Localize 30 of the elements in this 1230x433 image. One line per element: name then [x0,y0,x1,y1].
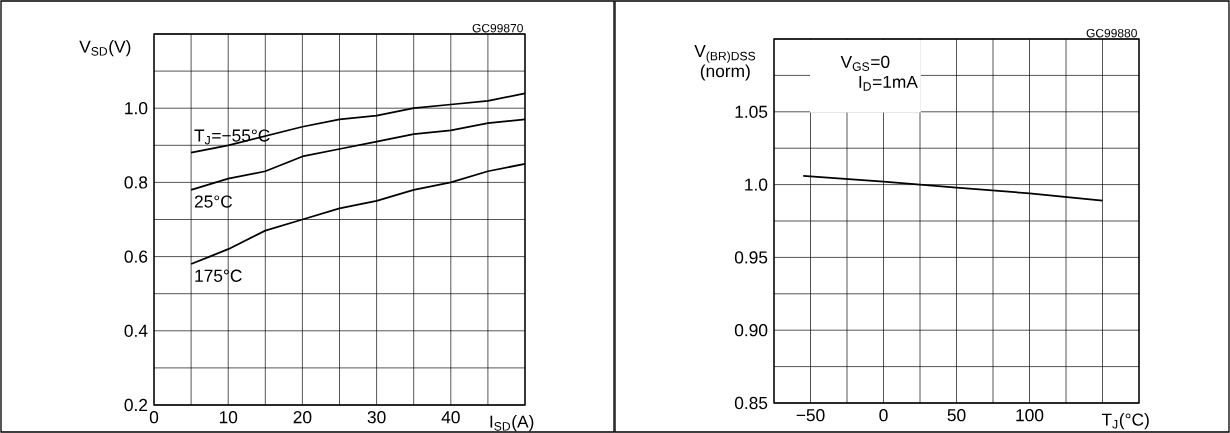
x-tick-label: 0 [149,411,159,424]
y-axis-title: V$_{SD}$(V) [79,40,131,57]
y-tick-label: 0.95 [734,251,768,264]
y-tick-label: 0.4 [124,324,148,337]
annotation: I$_{D}$=1mA [859,75,918,91]
text: GC99880 [1086,28,1137,38]
x-axis-title: I$_{SD}$(A) [490,415,534,432]
x-tick-label: 50 [947,409,966,422]
series-label: T$_{J}$=−55°C [194,129,270,145]
x-tick-label: 40 [441,411,460,424]
text: GC99870 [472,23,523,33]
y-tick-label: 1.05 [735,105,768,118]
series-label: 25°C [194,195,233,208]
x-axis-title: T$_{J}$(°C) [1101,413,1149,430]
y-tick-label: 0.2 [124,398,148,412]
x-tick-label: 30 [367,411,386,424]
x-tick-label: 20 [293,411,312,424]
y-tick-label: 1.0 [745,178,768,191]
y-tick-label: 0.90 [734,324,768,337]
x-tick-label: 0 [879,409,888,422]
y-tick-label: 1.0 [125,102,148,115]
annotation: V$_{GS}$=0 [840,55,890,71]
x-tick-label: 10 [219,411,238,424]
y-axis-title: V$_{(BR)DSS}$ (norm) [694,45,756,81]
y-tick-label: 0.6 [124,250,148,263]
series-label: 175°C [195,269,242,282]
y-tick-label: 0.85 [734,396,768,410]
x-tick-label: −50 [796,409,825,422]
x-tick-label: 100 [1016,409,1044,422]
y-tick-label: 0.8 [124,176,148,189]
